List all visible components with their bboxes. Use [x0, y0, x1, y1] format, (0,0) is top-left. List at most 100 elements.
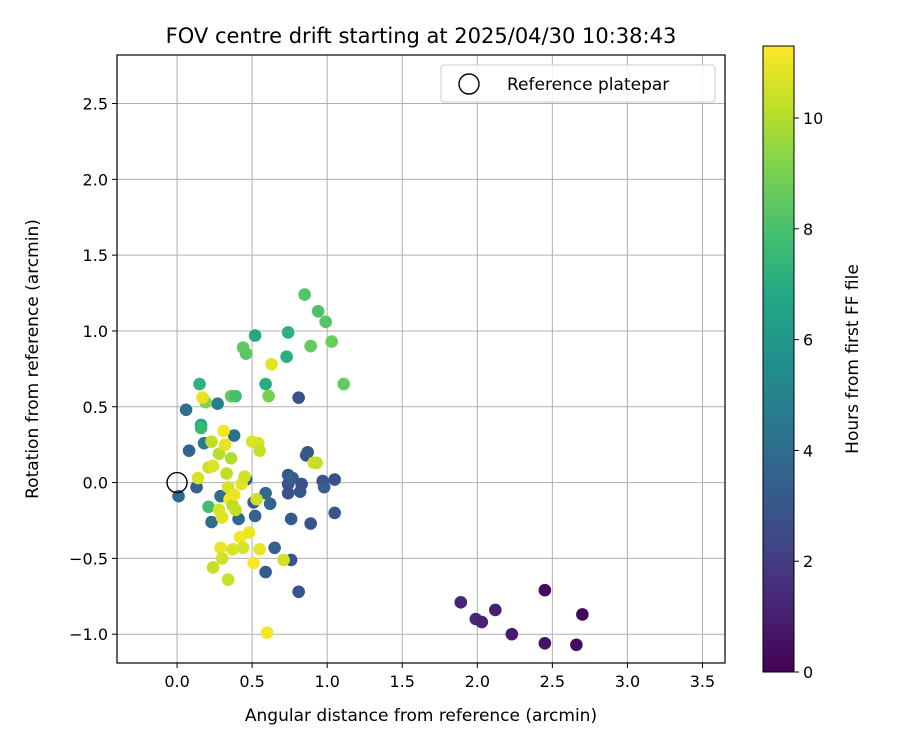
colorbar-tick-label: 0: [803, 663, 813, 682]
colorbar-tick-label: 8: [803, 220, 813, 239]
data-point: [263, 497, 277, 511]
data-point: [277, 553, 290, 567]
data-point: [260, 626, 274, 639]
data-point: [202, 500, 215, 514]
data-point: [205, 435, 218, 448]
data-point: [253, 542, 266, 556]
plot-frame: [116, 54, 726, 664]
data-point: [229, 389, 242, 403]
data-point: [304, 517, 317, 530]
data-point: [259, 377, 272, 391]
data-point: [259, 486, 272, 500]
data-point: [214, 541, 227, 555]
colorbar: 0 2 4 6 8 10 Hours from first FF file: [762, 45, 863, 682]
data-point: [218, 438, 232, 451]
data-point: [268, 541, 281, 555]
data-point: [325, 335, 338, 348]
grid: [117, 55, 725, 663]
data-point: [226, 542, 239, 556]
data-point: [224, 452, 238, 465]
data-point: [211, 397, 224, 411]
data-point: [179, 403, 193, 417]
data-point: [229, 503, 242, 517]
data-point: [242, 526, 256, 539]
data-point: [196, 391, 209, 404]
data-point: [259, 565, 272, 579]
data-point: [239, 347, 253, 360]
y-tick-label: 1.5: [83, 246, 108, 265]
data-point: [310, 456, 323, 470]
x-tick-label: 2.0: [465, 672, 490, 691]
data-point: [570, 638, 583, 652]
x-tick-label: 1.0: [314, 672, 339, 691]
reference-marker-layer: [166, 471, 188, 494]
x-tick-label: 2.5: [540, 672, 565, 691]
y-tick-label: 2.0: [83, 170, 108, 189]
colorbar-tick-label: 2: [803, 552, 813, 571]
data-point: [281, 326, 295, 339]
y-tick-label: 0.5: [83, 398, 108, 417]
data-point: [248, 329, 262, 342]
x-tick-label: 0.0: [164, 672, 189, 691]
x-ticks: 0.0 0.5 1.0 1.5 2.0 2.5 3.0 3.5: [164, 663, 715, 691]
data-point: [475, 615, 489, 629]
data-point: [328, 506, 341, 520]
data-point: [576, 608, 589, 621]
data-point: [215, 511, 229, 524]
data-point: [221, 573, 235, 586]
data-point: [206, 561, 220, 574]
data-point: [262, 389, 275, 403]
data-point: [284, 512, 298, 526]
data-point: [227, 429, 241, 442]
data-point: [311, 304, 325, 318]
data-point: [191, 471, 205, 485]
chart-title: FOV centre drift starting at 2025/04/30 …: [166, 24, 677, 48]
x-tick-label: 3.5: [690, 672, 715, 691]
y-tick-label: −1.0: [69, 625, 108, 644]
colorbar-tick-label: 10: [803, 109, 823, 128]
colorbar-tick-label: 4: [803, 441, 813, 460]
data-point: [193, 377, 206, 391]
data-point: [227, 488, 241, 502]
data-point: [217, 424, 230, 438]
data-point: [194, 421, 208, 435]
data-point: [253, 444, 266, 458]
data-point: [281, 486, 295, 500]
data-point: [489, 603, 502, 617]
colorbar-tick-label: 6: [803, 331, 813, 350]
colorbar-ticks: 0 2 4 6 8 10: [794, 109, 823, 682]
data-point: [206, 459, 220, 473]
data-point: [505, 627, 519, 641]
data-point: [220, 467, 233, 480]
data-point: [319, 315, 332, 329]
y-tick-label: 1.0: [83, 322, 108, 341]
legend-box: [440, 64, 716, 103]
data-point: [265, 358, 278, 371]
data-point: [250, 492, 263, 506]
data-point: [215, 552, 229, 565]
x-tick-label: 1.5: [390, 672, 415, 691]
data-point: [304, 339, 317, 353]
data-point: [280, 350, 293, 364]
data-point: [292, 585, 305, 599]
x-axis-label: Angular distance from reference (arcmin): [245, 706, 597, 726]
legend-reference-marker: [458, 73, 480, 95]
reference-platepar-marker: [166, 471, 188, 494]
data-point: [337, 377, 350, 391]
y-tick-label: −0.5: [69, 549, 108, 568]
data-point: [298, 288, 311, 301]
data-point: [538, 583, 552, 597]
colorbar-gradient: [762, 45, 795, 673]
data-point: [212, 447, 226, 461]
data-point: [236, 541, 250, 555]
data-point: [182, 444, 196, 458]
data-point: [454, 596, 468, 609]
legend-label: Reference platepar: [507, 75, 669, 95]
data-point: [292, 391, 305, 404]
data-point: [247, 556, 260, 570]
data-point: [248, 509, 262, 523]
data-point: [317, 480, 331, 494]
y-tick-label: 0.0: [83, 474, 108, 493]
data-point: [295, 477, 308, 491]
